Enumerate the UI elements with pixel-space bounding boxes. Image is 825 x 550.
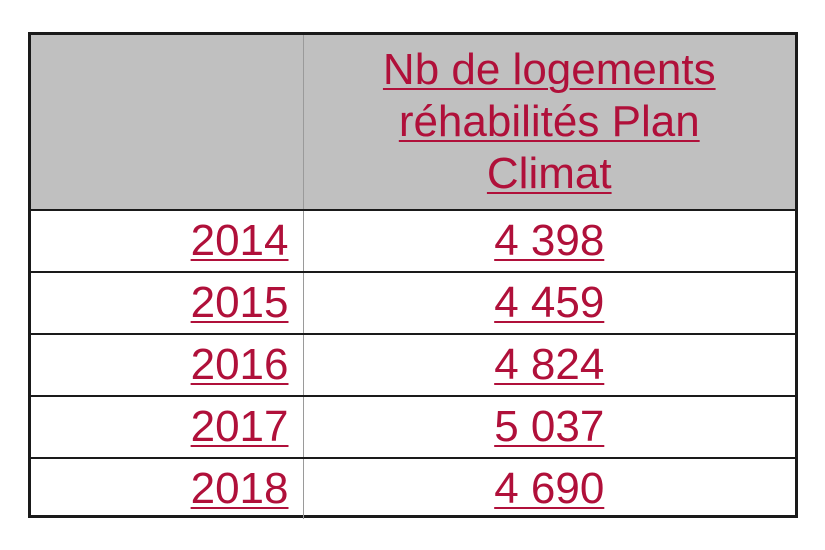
- value-link[interactable]: 4 824: [494, 340, 605, 389]
- corner-cell: [31, 35, 304, 210]
- year-link[interactable]: 2017: [190, 402, 289, 451]
- value-cell: 4 824: [303, 333, 795, 396]
- header-cell: Nb de logements réhabilités Plan Climat: [303, 35, 795, 210]
- table-grid: Nb de logements réhabilités Plan Climat …: [31, 35, 795, 519]
- data-table: Nb de logements réhabilités Plan Climat …: [28, 32, 798, 519]
- year-cell: 2018: [31, 457, 304, 519]
- table-row: 2018 4 690: [31, 457, 795, 519]
- year-link[interactable]: 2015: [190, 278, 289, 327]
- value-cell: 4 459: [303, 271, 795, 334]
- column-header-link[interactable]: Nb de logements réhabilités Plan Climat: [382, 45, 716, 198]
- year-cell: 2017: [31, 395, 304, 458]
- value-cell: 4 690: [303, 457, 795, 519]
- year-cell: 2016: [31, 333, 304, 396]
- year-link[interactable]: 2014: [190, 216, 289, 265]
- table-row: 2014 4 398: [31, 209, 795, 272]
- year-cell: 2014: [31, 209, 304, 272]
- value-link[interactable]: 5 037: [494, 402, 605, 451]
- table-row: 2016 4 824: [31, 333, 795, 396]
- value-cell: 4 398: [303, 209, 795, 272]
- year-link[interactable]: 2016: [190, 340, 289, 389]
- value-cell: 5 037: [303, 395, 795, 458]
- year-cell: 2015: [31, 271, 304, 334]
- value-link[interactable]: 4 690: [494, 464, 605, 513]
- value-link[interactable]: 4 398: [494, 216, 605, 265]
- header-row: Nb de logements réhabilités Plan Climat: [31, 35, 795, 210]
- table-row: 2015 4 459: [31, 271, 795, 334]
- table-row: 2017 5 037: [31, 395, 795, 458]
- value-link[interactable]: 4 459: [494, 278, 605, 327]
- year-link[interactable]: 2018: [190, 464, 289, 513]
